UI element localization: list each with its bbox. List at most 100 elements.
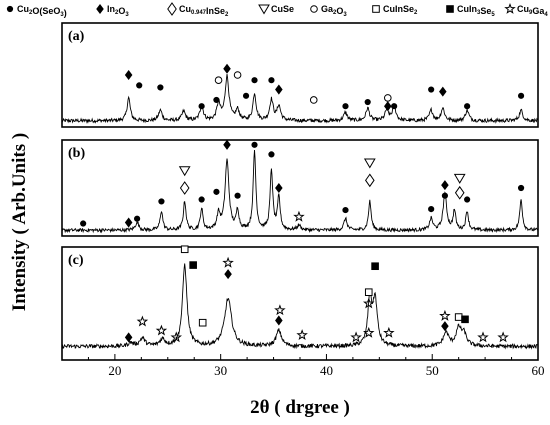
y-axis-title: Intensity ( Arb.Units ) xyxy=(9,133,30,311)
phase-marker xyxy=(497,331,509,343)
phase-marker xyxy=(428,206,435,213)
legend-item: Cu9Ga4 xyxy=(504,2,548,18)
phase-marker xyxy=(383,326,395,338)
phase-marker xyxy=(454,313,463,321)
panel-frame xyxy=(61,139,539,237)
phase-marker xyxy=(274,304,286,316)
x-tick-label: 20 xyxy=(108,363,121,378)
phase-marker xyxy=(268,77,275,84)
phase-marker xyxy=(234,192,241,199)
legend-item: CuIn3Se5 xyxy=(446,4,495,18)
phase-marker xyxy=(364,98,371,106)
phase-marker xyxy=(198,318,207,327)
phase-marker xyxy=(350,331,362,343)
panel-frame xyxy=(61,22,539,128)
panel-label: (a) xyxy=(68,29,85,44)
legend-item: CuSe xyxy=(258,4,294,15)
phase-marker xyxy=(214,76,223,84)
legend-label: Cu0.947InSe2 xyxy=(179,4,229,18)
phase-marker xyxy=(155,324,168,336)
phase-marker xyxy=(242,92,250,99)
xrd-pattern-line xyxy=(61,149,539,234)
legend-marker xyxy=(446,5,454,13)
phase-marker xyxy=(170,331,182,343)
phase-marker xyxy=(441,321,449,332)
phase-marker xyxy=(224,269,232,280)
legend-marker xyxy=(504,2,516,14)
legend-label: Cu2O(SeO3) xyxy=(17,4,67,18)
phase-marker xyxy=(342,103,349,110)
phase-marker xyxy=(342,206,349,214)
legend: Cu2O(SeO3) In2O3 Cu0.947InSe2 CuSe Ga2O3 CuIn… xyxy=(6,2,548,18)
x-axis: 20 30 40 50 60 xyxy=(61,354,545,378)
legend-item: Cu0.947InSe2 xyxy=(167,2,229,18)
xrd-pattern-line xyxy=(61,263,539,350)
phase-marker xyxy=(180,245,189,254)
legend-label: CuSe xyxy=(271,4,294,14)
legend-label: Ga2O3 xyxy=(321,4,347,18)
phase-marker xyxy=(268,151,275,158)
phase-marker xyxy=(213,96,220,104)
phase-marker xyxy=(179,181,190,195)
phase-marker xyxy=(309,96,318,104)
phase-marker xyxy=(477,331,489,343)
panel-label: (b) xyxy=(68,146,85,161)
phase-marker xyxy=(464,196,471,203)
xrd-pattern-line xyxy=(61,73,539,124)
x-tick-label: 60 xyxy=(532,363,545,378)
panel: (b) xyxy=(61,139,539,237)
legend-marker xyxy=(167,2,177,16)
legend-marker xyxy=(6,5,14,13)
legend-marker xyxy=(372,5,380,13)
phase-marker xyxy=(364,288,373,296)
phase-marker xyxy=(363,158,376,169)
phase-marker xyxy=(178,166,191,177)
phase-marker xyxy=(275,182,283,194)
legend-item: In2O3 xyxy=(96,3,129,18)
legend-marker xyxy=(96,3,104,15)
legend-label: CuIn3Se5 xyxy=(457,4,495,18)
phase-marker xyxy=(464,103,471,110)
phase-marker xyxy=(134,215,141,222)
phase-marker xyxy=(365,173,375,188)
phase-marker xyxy=(362,326,375,338)
phase-marker xyxy=(223,63,231,74)
phase-marker xyxy=(251,141,258,148)
phase-marker xyxy=(441,192,449,199)
phase-marker xyxy=(233,71,242,79)
panels: (a) (b) (c) xyxy=(61,22,539,361)
phase-marker xyxy=(384,101,392,112)
x-tick-label: 50 xyxy=(426,363,439,378)
phase-marker xyxy=(517,92,525,99)
panel: (a) xyxy=(61,22,539,128)
phase-marker xyxy=(198,196,205,203)
phase-marker xyxy=(439,309,451,321)
panel-label: (c) xyxy=(68,253,84,268)
phase-marker xyxy=(362,297,375,309)
legend-label: CuInSe2 xyxy=(383,4,418,16)
phase-marker xyxy=(371,262,379,271)
phase-marker xyxy=(461,315,469,324)
phase-marker xyxy=(124,332,133,343)
phase-marker xyxy=(157,84,164,91)
phase-marker xyxy=(223,139,231,150)
x-tick-label: 30 xyxy=(214,363,227,378)
legend-item: CuInSe2 xyxy=(372,4,418,16)
x-tick-label: 40 xyxy=(320,363,333,378)
x-axis-title: 2θ ( drgree ) xyxy=(250,397,350,418)
phase-marker xyxy=(391,103,398,110)
legend-label: In2O3 xyxy=(107,4,129,18)
phase-marker xyxy=(158,198,165,205)
phase-marker xyxy=(124,69,133,81)
phase-marker xyxy=(296,329,308,341)
legend-item: Ga2O3 xyxy=(310,4,347,18)
phase-marker xyxy=(136,315,149,327)
panel: (c) xyxy=(61,245,539,361)
phase-marker xyxy=(453,173,466,184)
phase-marker xyxy=(517,184,525,192)
phase-marker xyxy=(293,210,305,222)
phase-marker xyxy=(136,82,143,89)
phase-marker xyxy=(251,77,258,84)
phase-marker xyxy=(189,261,197,269)
